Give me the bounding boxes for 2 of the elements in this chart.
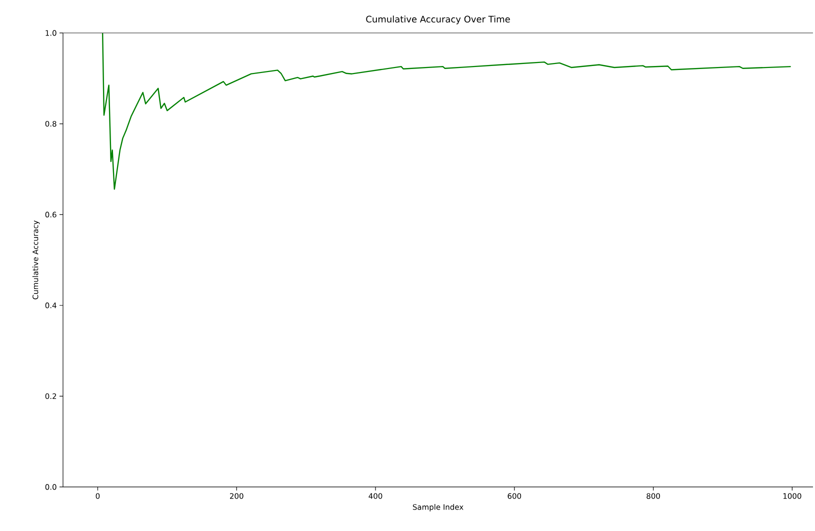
chart-title: Cumulative Accuracy Over Time xyxy=(366,16,510,24)
line-series xyxy=(102,32,792,190)
